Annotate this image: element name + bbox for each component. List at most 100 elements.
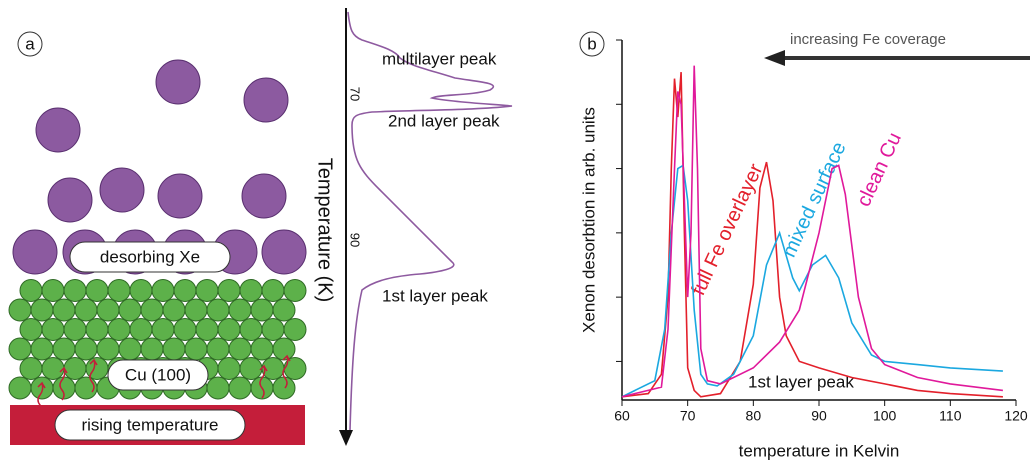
heat-arrow: [89, 358, 98, 393]
cu-atom: [74, 337, 98, 361]
cu-atom: [184, 337, 208, 361]
series-line: [621, 164, 1003, 398]
panel-badge: [579, 31, 605, 57]
cu-atom: [85, 318, 109, 341]
x-tick-label: 80: [746, 408, 762, 424]
cu-atom: [107, 318, 131, 341]
diagram-label: desorbing Xe: [100, 247, 200, 266]
heat-arrow: [282, 354, 291, 389]
cu-atom: [52, 298, 76, 322]
cu-atom: [195, 318, 219, 341]
cu-atom: [151, 318, 175, 341]
x-tick-label: 60: [614, 408, 630, 424]
xe-atom: [261, 229, 307, 275]
series-line: [621, 65, 1003, 398]
cu-atom: [8, 298, 32, 322]
xe-atom: [35, 107, 81, 153]
cu-atom: [206, 376, 230, 400]
xe-atom: [155, 59, 201, 105]
cu-atom: [228, 376, 252, 400]
cu-atom: [151, 279, 175, 302]
cu-atom: [272, 376, 296, 400]
label-box: [107, 359, 209, 391]
cu-atom: [19, 318, 43, 341]
cu-atom: [239, 357, 263, 380]
xe-atom: [99, 167, 145, 213]
cu-atom: [41, 357, 65, 380]
cu-atom: [118, 337, 142, 361]
diagram-label: rising temperature: [81, 415, 218, 434]
cu-atom: [283, 318, 307, 341]
axis-tick-label: 90: [348, 233, 363, 247]
cu-atom: [283, 279, 307, 302]
annotation: increasing Fe coverage: [790, 31, 946, 48]
axis-tick-label: 70: [348, 87, 363, 101]
cu-atom: [228, 298, 252, 322]
cu-atom: [217, 279, 241, 302]
cu-atom: [217, 318, 241, 341]
cu-atom: [74, 298, 98, 322]
cu-atom: [261, 279, 285, 302]
cu-atom: [41, 279, 65, 302]
peak-label: 2nd layer peak: [388, 111, 500, 130]
cu-atom: [228, 337, 252, 361]
cu-atom: [140, 298, 164, 322]
xe-atom: [47, 177, 93, 223]
xe-atom: [241, 173, 287, 219]
x-tick-label: 100: [873, 408, 897, 424]
cu-atom: [250, 298, 274, 322]
y-axis-label: Xenon desorbtion in arb. units: [579, 107, 598, 333]
panel-label: a: [25, 34, 35, 53]
x-tick-label: 70: [680, 408, 696, 424]
arrowhead: [764, 50, 785, 66]
series-label: mixed surface: [778, 139, 851, 261]
cu-atom: [206, 298, 230, 322]
cu-atom: [85, 279, 109, 302]
cu-atom: [272, 298, 296, 322]
cu-atom: [63, 279, 87, 302]
cu-atom: [63, 318, 87, 341]
series-label: clean Cu: [853, 129, 906, 210]
cu-atom: [173, 279, 197, 302]
diagram-label: Cu (100): [125, 365, 191, 384]
cu-atoms: [8, 279, 307, 416]
cu-atom: [63, 357, 87, 380]
cu-atom: [52, 337, 76, 361]
x-tick-label: 90: [811, 408, 827, 424]
xe-atom: [157, 173, 203, 219]
cu-atom: [140, 337, 164, 361]
heat-arrow: [37, 381, 46, 416]
cu-atom: [19, 357, 43, 380]
panel-a: a desorbing Xe Cu (100) rising temperatu…: [8, 8, 513, 446]
cu-atom: [8, 376, 32, 400]
cu-atom: [118, 298, 142, 322]
peak-label: multilayer peak: [382, 49, 497, 68]
label-box: [69, 241, 231, 273]
series-line: [621, 72, 1003, 398]
cu-atom: [162, 298, 186, 322]
x-axis-label: temperature in Kelvin: [739, 441, 900, 460]
cu-atom: [250, 337, 274, 361]
cu-atom: [272, 337, 296, 361]
peak-label: 1st layer peak: [382, 286, 488, 305]
cu-atom: [30, 298, 54, 322]
cu-atom: [96, 298, 120, 322]
annotation: 1st layer peak: [748, 372, 854, 391]
cu-atom: [239, 279, 263, 302]
cu-atom: [173, 318, 197, 341]
cu-atom: [8, 337, 32, 361]
panel-b: b increasing Fe coverage 1st layer peak …: [579, 31, 1030, 460]
cu-atom: [107, 279, 131, 302]
label-box: [54, 409, 246, 441]
panel-badge: [17, 31, 43, 57]
cu-atom: [30, 337, 54, 361]
cu-atom: [217, 357, 241, 380]
x-tick-label: 120: [1004, 408, 1028, 424]
cu-atom: [261, 318, 285, 341]
xe-atom: [243, 77, 289, 123]
heat-arrow: [59, 366, 68, 401]
tpd-curve: [347, 11, 513, 431]
cu-atom: [206, 337, 230, 361]
cu-atom: [195, 279, 219, 302]
